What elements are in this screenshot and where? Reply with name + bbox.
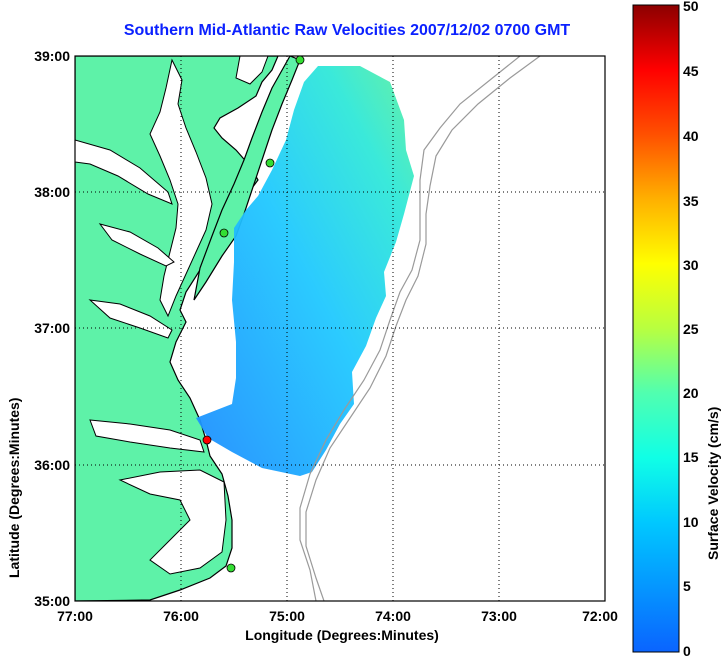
y-tick-label: 37:00 bbox=[34, 320, 70, 336]
velocity-field bbox=[196, 66, 414, 476]
pamlico-sound bbox=[118, 469, 227, 575]
x-tick-label: 74:00 bbox=[375, 608, 411, 624]
delaware-bay bbox=[235, 56, 269, 85]
colorbar-tick: 25 bbox=[683, 321, 699, 337]
x-tick-label: 72:00 bbox=[582, 608, 618, 624]
y-tick-label: 35:00 bbox=[34, 593, 70, 609]
grid-lines bbox=[75, 56, 605, 601]
colorbar-tick: 30 bbox=[683, 257, 699, 273]
stations bbox=[202, 55, 305, 573]
station-marker bbox=[219, 228, 229, 238]
station-marker bbox=[202, 435, 212, 445]
x-tick-label: 75:00 bbox=[269, 608, 305, 624]
station-marker bbox=[226, 563, 236, 573]
x-tick-label: 76:00 bbox=[163, 608, 199, 624]
colorbar-tick: 45 bbox=[683, 63, 699, 79]
x-tick-label: 73:00 bbox=[481, 608, 517, 624]
map-title: Southern Mid-Atlantic Raw Velocities 200… bbox=[123, 22, 571, 39]
colorbar-tick: 10 bbox=[683, 514, 699, 530]
potomac-river bbox=[75, 139, 173, 205]
station-marker bbox=[265, 158, 275, 168]
bathymetry-contour-1 bbox=[299, 56, 521, 601]
albemarle-sound bbox=[89, 419, 205, 453]
colorbar-label: Surface Velocity (cm/s) bbox=[705, 406, 721, 560]
delmarva-peninsula bbox=[193, 56, 301, 301]
colorbar bbox=[632, 4, 680, 653]
colorbar-tick: 20 bbox=[683, 385, 699, 401]
y-tick-label: 36:00 bbox=[34, 457, 70, 473]
plot-frame bbox=[74, 55, 606, 602]
rappahannock-river bbox=[98, 223, 175, 267]
bathymetry-contour-2 bbox=[305, 56, 541, 601]
x-tick-label: 77:00 bbox=[57, 608, 93, 624]
x-axis-label: Longitude (Degrees:Minutes) bbox=[245, 627, 439, 643]
station-marker bbox=[295, 55, 305, 65]
colorbar-tick: 15 bbox=[683, 449, 699, 465]
colorbar-tick: 40 bbox=[683, 128, 699, 144]
colorbar-tick: 0 bbox=[683, 643, 691, 659]
colorbar-tick: 35 bbox=[683, 193, 699, 209]
colorbar-tick: 50 bbox=[683, 0, 699, 14]
y-tick-label: 39:00 bbox=[34, 48, 70, 64]
y-axis-label: Latitude (Degrees:Minutes) bbox=[6, 397, 22, 578]
colorbar-tick: 5 bbox=[683, 578, 691, 594]
y-tick-label: 38:00 bbox=[34, 184, 70, 200]
